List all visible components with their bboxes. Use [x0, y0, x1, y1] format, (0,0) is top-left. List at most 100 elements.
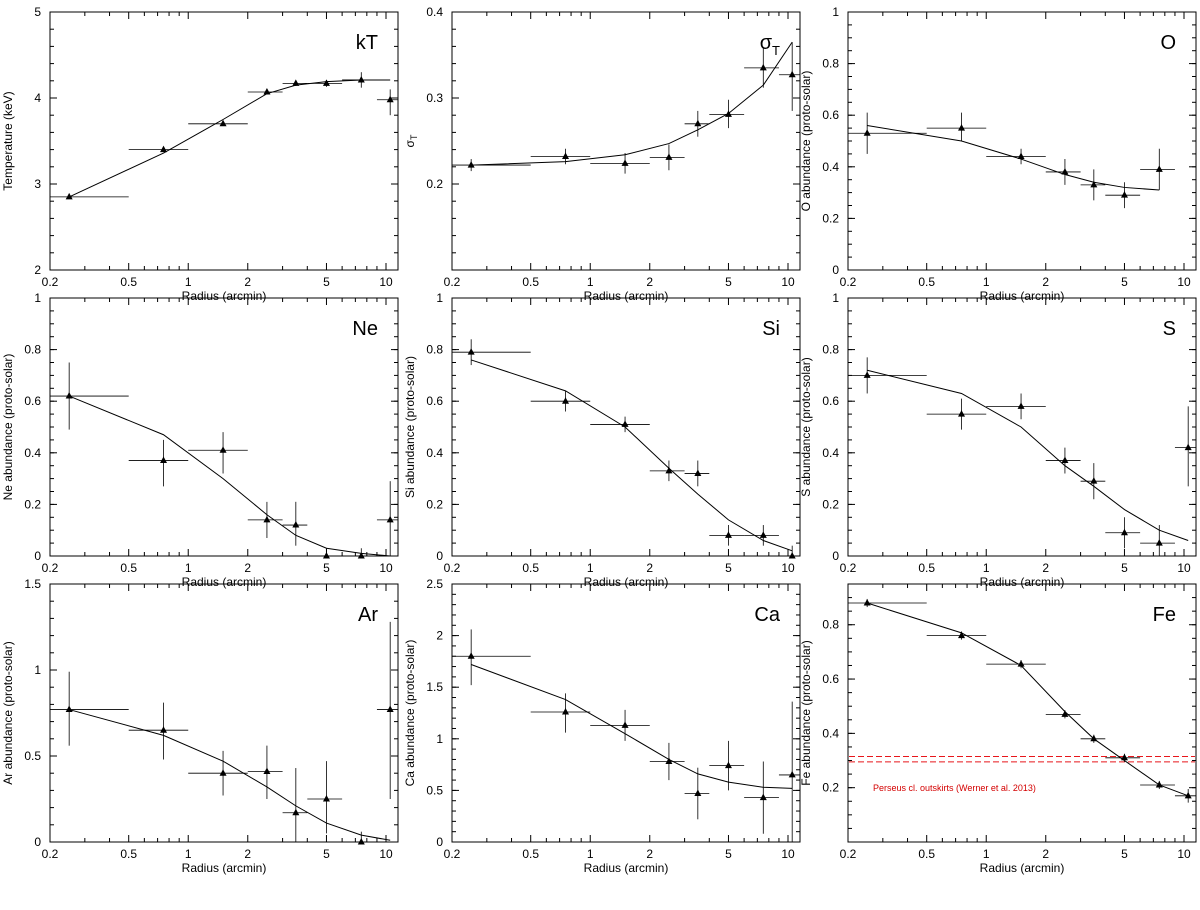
y-tick-label: 1.5	[24, 577, 41, 591]
data-point	[1017, 402, 1025, 409]
y-tick-label: 0.2	[426, 497, 443, 511]
data-point	[292, 79, 300, 86]
x-tick-label: 10	[379, 847, 393, 861]
y-tick-label: 0.4	[426, 446, 443, 460]
y-tick-label: 0.6	[822, 672, 839, 686]
y-axis-label-main: Temperature (keV)	[1, 91, 15, 190]
plot-frame	[847, 583, 1197, 843]
y-axis-label: O abundance (proto-solar)	[799, 71, 813, 212]
panel-title-main: Ar	[358, 604, 378, 626]
y-tick-label: 0.4	[822, 160, 839, 174]
x-tick-label: 5	[725, 847, 732, 861]
data-point	[1120, 191, 1128, 198]
panel-title: Ca	[754, 604, 780, 626]
data-point	[759, 531, 767, 538]
plot-frame	[49, 297, 399, 557]
y-tick-label: 0	[34, 835, 41, 849]
data-point	[357, 838, 365, 845]
y-axis-label-main: Ne abundance (proto-solar)	[1, 354, 15, 501]
data-point	[160, 145, 168, 153]
data-point	[1120, 528, 1128, 536]
data-point	[1061, 456, 1069, 464]
x-tick-label: 2	[1042, 561, 1049, 575]
data-point	[1090, 734, 1098, 742]
data-point	[665, 153, 673, 160]
panel-title-main: kT	[356, 32, 378, 54]
x-tick-label: 2	[244, 561, 251, 575]
y-axis-label-main: Si abundance (proto-solar)	[403, 356, 417, 498]
y-axis-label-main: O abundance (proto-solar)	[799, 71, 813, 212]
data-point	[386, 515, 394, 523]
panel-title-main: S	[1163, 318, 1176, 340]
panel-title: σT	[760, 32, 780, 58]
x-tick-label: 10	[1177, 275, 1191, 289]
data-point	[160, 456, 168, 464]
data-point	[665, 757, 673, 765]
y-axis-label: Ar abundance (proto-solar)	[1, 641, 15, 784]
data-point	[1061, 710, 1069, 717]
x-tick-label: 0.5	[918, 561, 935, 575]
y-tick-label: 0.2	[822, 211, 839, 225]
x-tick-label: 2	[1042, 847, 1049, 861]
y-axis-label: Si abundance (proto-solar)	[403, 356, 417, 498]
y-tick-label: 1.5	[426, 680, 443, 694]
x-tick-label: 0.2	[840, 275, 857, 289]
x-axis-label: Radius (arcmin)	[980, 861, 1065, 875]
data-point	[1090, 477, 1098, 484]
data-point	[958, 410, 966, 417]
data-point	[1090, 180, 1098, 188]
data-point	[292, 808, 300, 816]
x-tick-label: 5	[1121, 275, 1128, 289]
x-tick-label: 10	[781, 847, 795, 861]
plot-frame	[451, 583, 801, 843]
y-tick-label: 0.3	[426, 91, 443, 105]
y-tick-label: 0.2	[822, 497, 839, 511]
x-axis-label: Radius (arcmin)	[584, 289, 669, 303]
panel-title-main: Fe	[1153, 604, 1176, 626]
y-tick-label: 0	[436, 835, 443, 849]
y-axis-label: σT	[403, 134, 419, 147]
data-point	[724, 110, 732, 117]
y-axis-label: Ca abundance (proto-solar)	[403, 640, 417, 787]
panel-title-main: O	[1160, 32, 1176, 54]
data-point	[694, 469, 702, 476]
y-tick-label: 0.4	[822, 446, 839, 460]
model-curve	[68, 79, 391, 198]
panel-Ar: 0.2 0.5 1 2 5 10 0 0.5 1 1.5 Radius (arcmin) Ar abu…	[1, 577, 399, 875]
y-tick-label: 1	[34, 291, 41, 305]
model-curve	[471, 41, 793, 166]
data-point	[386, 95, 394, 103]
y-tick-label: 1	[34, 663, 41, 677]
y-tick-label: 2	[436, 629, 443, 643]
data-point	[322, 795, 330, 802]
model-curve	[867, 369, 1189, 541]
x-axis-label: Radius (arcmin)	[980, 289, 1065, 303]
model-curve	[867, 125, 1160, 191]
x-tick-label: 1	[185, 275, 192, 289]
x-tick-label: 0.2	[840, 847, 857, 861]
x-tick-label: 5	[725, 561, 732, 575]
x-tick-label: 1	[185, 847, 192, 861]
y-tick-label: 2.5	[426, 577, 443, 591]
x-axis-label: Radius (arcmin)	[182, 289, 267, 303]
data-point	[467, 652, 475, 659]
plot-frame	[49, 583, 399, 843]
y-tick-label: 0	[832, 549, 839, 563]
y-axis-label: Fe abundance (proto-solar)	[799, 640, 813, 785]
y-tick-label: 0.8	[822, 618, 839, 632]
x-tick-label: 0.5	[522, 275, 539, 289]
data-point	[562, 397, 570, 404]
x-tick-label: 0.5	[522, 847, 539, 861]
data-point	[386, 705, 394, 713]
x-tick-label: 10	[781, 275, 795, 289]
data-point	[292, 521, 300, 528]
data-point	[467, 348, 475, 355]
y-tick-label: 0.6	[822, 394, 839, 408]
x-tick-label: 2	[244, 275, 251, 289]
data-point	[1061, 167, 1069, 175]
x-tick-label: 1	[983, 847, 990, 861]
data-point	[1155, 165, 1163, 172]
panel-title: Si	[762, 318, 780, 340]
x-tick-label: 0.2	[42, 561, 59, 575]
